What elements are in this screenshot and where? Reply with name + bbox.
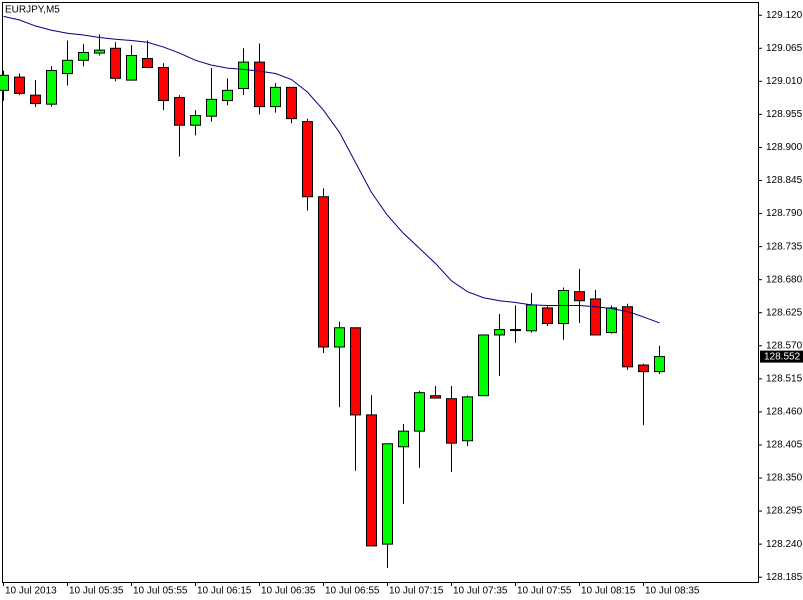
- candle-body: [94, 49, 105, 54]
- moving-average: [3, 15, 660, 324]
- candle-body: [334, 327, 345, 348]
- candle-body: [382, 443, 393, 545]
- plot-frame: [2, 2, 759, 583]
- candle-body: [462, 396, 473, 442]
- x-tick-label: 10 Jul 07:55: [517, 586, 572, 597]
- x-tick-label: 10 Jul 08:35: [645, 586, 700, 597]
- candle-body: [446, 398, 457, 444]
- y-tick-label: 128.900: [766, 142, 803, 153]
- last-price-label: 128.552: [764, 351, 801, 362]
- candle-body: [46, 70, 57, 105]
- candle-body: [126, 54, 137, 81]
- y-tick-label: 128.955: [766, 109, 803, 120]
- y-tick-label: 128.845: [766, 175, 803, 186]
- x-tick-label: 10 Jul 07:35: [453, 586, 508, 597]
- candle-body: [206, 98, 217, 117]
- candle-body: [526, 304, 537, 332]
- y-tick-label: 129.010: [766, 76, 803, 87]
- x-tick-label: 10 Jul 06:55: [325, 586, 380, 597]
- candle-body: [494, 329, 505, 336]
- candle-body: [366, 414, 377, 547]
- candle-body: [0, 74, 9, 91]
- y-tick-label: 128.350: [766, 473, 803, 484]
- candle-body: [622, 306, 633, 368]
- y-tick-label: 128.240: [766, 539, 803, 550]
- chart-title: EURJPY,M5: [5, 5, 60, 16]
- candle-body: [222, 89, 233, 102]
- candle-body: [654, 356, 665, 373]
- y-tick-label: 128.680: [766, 274, 803, 285]
- candle-body: [78, 51, 89, 61]
- y-tick-label: 129.120: [766, 10, 803, 21]
- candle-body: [398, 430, 409, 448]
- candle-body: [286, 86, 297, 120]
- x-tick-label: 10 Jul 06:35: [261, 586, 316, 597]
- y-tick-label: 128.185: [766, 572, 803, 583]
- candle-body: [574, 291, 585, 302]
- candle-body: [238, 61, 249, 90]
- y-tick-label: 128.790: [766, 208, 803, 219]
- candle-body: [478, 334, 489, 397]
- candle-body: [14, 76, 25, 94]
- candle-body: [190, 115, 201, 126]
- x-tick-label: 10 Jul 2013: [5, 586, 57, 597]
- y-tick-label: 128.570: [766, 340, 803, 351]
- y-tick-label: 129.065: [766, 43, 803, 54]
- x-tick-label: 10 Jul 07:15: [389, 586, 444, 597]
- candle-body: [638, 364, 649, 373]
- candle-body: [510, 329, 521, 332]
- candle-body: [318, 196, 329, 348]
- candle-body: [590, 298, 601, 336]
- x-tick-label: 10 Jul 08:15: [581, 586, 636, 597]
- x-tick-label: 10 Jul 05:55: [133, 586, 188, 597]
- candle-body: [110, 47, 121, 79]
- candle-body: [430, 395, 441, 399]
- y-tick-label: 128.735: [766, 241, 803, 252]
- y-tick-label: 128.405: [766, 440, 803, 451]
- candle-body: [174, 97, 185, 126]
- candle-body: [606, 307, 617, 334]
- y-tick-label: 128.515: [766, 373, 803, 384]
- candle-body: [30, 94, 41, 105]
- y-tick-label: 128.625: [766, 307, 803, 318]
- y-tick-label: 128.460: [766, 407, 803, 418]
- candle-body: [350, 327, 361, 416]
- candle-body: [270, 86, 281, 108]
- x-tick-label: 10 Jul 06:15: [197, 586, 252, 597]
- candle-body: [254, 61, 265, 108]
- candle-body: [558, 289, 569, 325]
- candle-body: [542, 307, 553, 325]
- candle-body: [62, 59, 73, 75]
- candle-body: [302, 121, 313, 198]
- candle-body: [142, 57, 153, 69]
- x-tick-label: 10 Jul 05:35: [69, 586, 124, 597]
- candle-body: [414, 392, 425, 432]
- last-price-box: [760, 350, 803, 363]
- y-tick-label: 128.295: [766, 506, 803, 517]
- candle-body: [158, 67, 169, 102]
